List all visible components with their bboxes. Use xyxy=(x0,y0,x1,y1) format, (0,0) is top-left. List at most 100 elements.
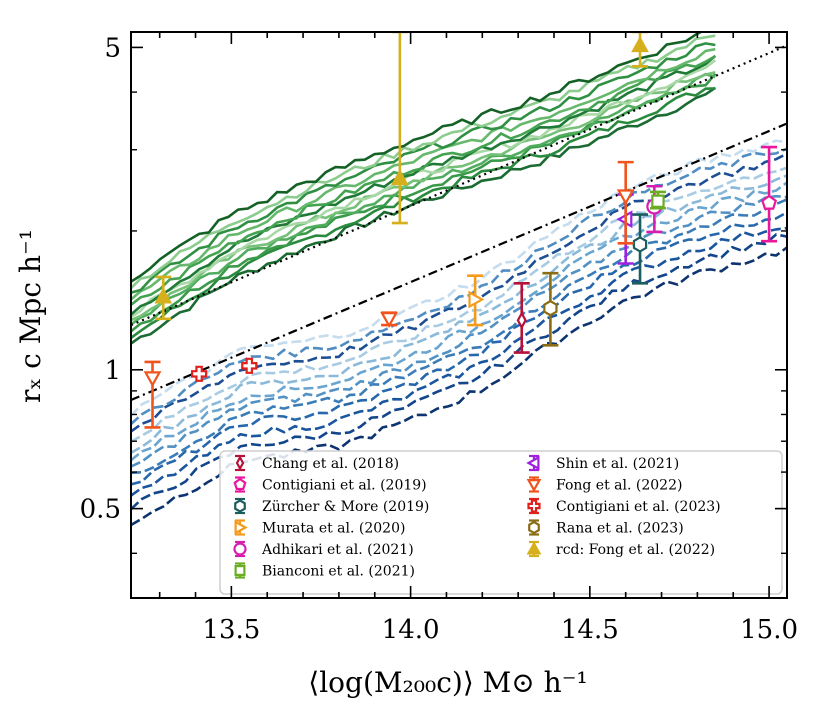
legend: Chang et al. (2018) Contigiani et al. (20… xyxy=(219,450,783,595)
marker xyxy=(631,36,649,53)
blue-model-curve-3 xyxy=(131,211,787,486)
marker xyxy=(761,194,778,210)
green-model-curve-9 xyxy=(131,42,716,294)
blue-model-curve-4 xyxy=(131,198,787,475)
marker xyxy=(516,311,527,330)
legend-entry-8: Contigiani et al. (2023) xyxy=(527,497,721,515)
green-model-curve-8 xyxy=(131,47,716,301)
marker xyxy=(390,169,409,186)
reference-line-dotted xyxy=(131,44,787,327)
legend-marker xyxy=(234,520,248,535)
axis-tick-labels: 13.5 14.0 14.5 15.0 0.5 1 5 xyxy=(80,33,798,645)
legend-entry-10: rcd: Fong et al. (2022) xyxy=(526,540,715,558)
legend-label: Murata et al. (2020) xyxy=(262,521,405,537)
green-model-curve-11 xyxy=(131,32,704,283)
marker xyxy=(241,357,258,374)
legend-entry-4: Adhikari et al. (2021) xyxy=(233,540,414,558)
data-point-5-0 xyxy=(649,190,666,210)
marker xyxy=(651,194,665,208)
legend-entry-6: Shin et al. (2021) xyxy=(526,454,679,472)
legend-label: Chang et al. (2018) xyxy=(262,456,399,472)
legend-entry-3: Murata et al. (2020) xyxy=(234,519,405,537)
legend-label: Bianconi et al. (2021) xyxy=(262,564,415,580)
legend-marker xyxy=(233,477,247,491)
legend-label: Fong et al. (2022) xyxy=(556,478,682,494)
y-tick-label: 0.5 xyxy=(80,495,121,525)
legend-marker xyxy=(233,542,247,556)
legend-entry-2: Zürcher & More (2019) xyxy=(234,497,429,515)
x-tick-label: 15.0 xyxy=(740,615,798,645)
marker xyxy=(191,365,208,382)
y-axis-label: rₓ c Mpc h⁻¹ xyxy=(14,229,47,403)
data-point-9-0 xyxy=(542,271,559,347)
legend-entry-9: Rana et al. (2023) xyxy=(528,519,684,537)
legend-entry-7: Fong et al. (2022) xyxy=(526,476,682,494)
data-point-1-0 xyxy=(761,145,778,243)
legend-label: Rana et al. (2023) xyxy=(556,521,684,537)
data-point-7-0 xyxy=(143,360,162,429)
axis-ticks xyxy=(131,32,787,598)
data-point-8-0 xyxy=(191,365,208,382)
curves-layer xyxy=(131,32,787,527)
data-point-10-0 xyxy=(154,275,173,321)
reference-line-dash-dot xyxy=(131,122,787,401)
marker xyxy=(543,299,558,317)
blue-model-curve-9 xyxy=(131,152,787,433)
blue-model-curve-5 xyxy=(131,194,787,468)
green-model-curve-5 xyxy=(131,59,717,319)
data-point-7-2 xyxy=(616,160,635,245)
legend-label: rcd: Fong et al. (2022) xyxy=(556,542,715,558)
reference-lines-layer xyxy=(131,44,787,401)
green-model-curve-3 xyxy=(131,72,716,326)
blue-model-curve-10 xyxy=(131,147,787,425)
legend-label: Contigiani et al. (2023) xyxy=(556,499,721,515)
marker xyxy=(632,236,648,253)
legend-label: Zürcher & More (2019) xyxy=(262,499,429,515)
green-model-curve-7 xyxy=(131,54,716,306)
legend-entry-1: Contigiani et al. (2019) xyxy=(233,476,427,494)
legend-marker xyxy=(526,541,542,555)
data-point-8-1 xyxy=(241,357,258,374)
blue-model-curve-7 xyxy=(131,174,787,454)
legend-entry-5: Bianconi et al. (2021) xyxy=(234,562,415,580)
x-tick-label: 13.5 xyxy=(202,615,260,645)
data-point-2-0 xyxy=(632,213,649,285)
y-tick-label: 5 xyxy=(104,33,121,63)
legend-marker xyxy=(235,455,245,471)
data-point-7-1 xyxy=(380,311,398,329)
marker xyxy=(380,312,398,329)
data-point-10-1 xyxy=(390,32,409,225)
data-point-3-0 xyxy=(467,274,485,327)
data-point-10-2 xyxy=(631,32,649,68)
data-point-0-0 xyxy=(513,281,530,354)
data-points-layer xyxy=(143,32,778,429)
green-model-curve-4 xyxy=(131,70,716,322)
marker xyxy=(154,287,173,304)
blue-model-curve-6 xyxy=(131,181,787,462)
legend-marker xyxy=(526,455,540,471)
blue-model-curve-8 xyxy=(131,166,787,443)
legend-marker xyxy=(526,479,542,493)
blue-model-curve-2 xyxy=(131,226,787,497)
legend-marker xyxy=(234,499,246,513)
legend-marker xyxy=(527,499,541,513)
legend-label: Shin et al. (2021) xyxy=(556,456,679,472)
legend-box xyxy=(219,450,783,595)
plot-frame xyxy=(130,31,788,599)
x-axis-label: ⟨log(M₂₀₀c)⟩ M⊙ h⁻¹ xyxy=(308,666,587,699)
green-model-curve-1 xyxy=(131,87,716,339)
x-tick-label: 14.5 xyxy=(561,615,619,645)
legend-label: Adhikari et al. (2021) xyxy=(261,542,414,558)
marker xyxy=(468,290,485,309)
legend-marker xyxy=(528,520,540,535)
blue-model-curve-1 xyxy=(131,233,787,511)
legend-entry-0: Chang et al. (2018) xyxy=(235,454,399,472)
marker xyxy=(616,189,635,206)
legend-marker xyxy=(234,564,246,576)
x-tick-label: 14.0 xyxy=(382,615,440,645)
green-model-curve-10 xyxy=(131,34,716,290)
y-tick-label: 1 xyxy=(104,356,121,386)
blue-model-curve-11 xyxy=(131,139,787,417)
legend-label: Contigiani et al. (2019) xyxy=(262,478,427,494)
